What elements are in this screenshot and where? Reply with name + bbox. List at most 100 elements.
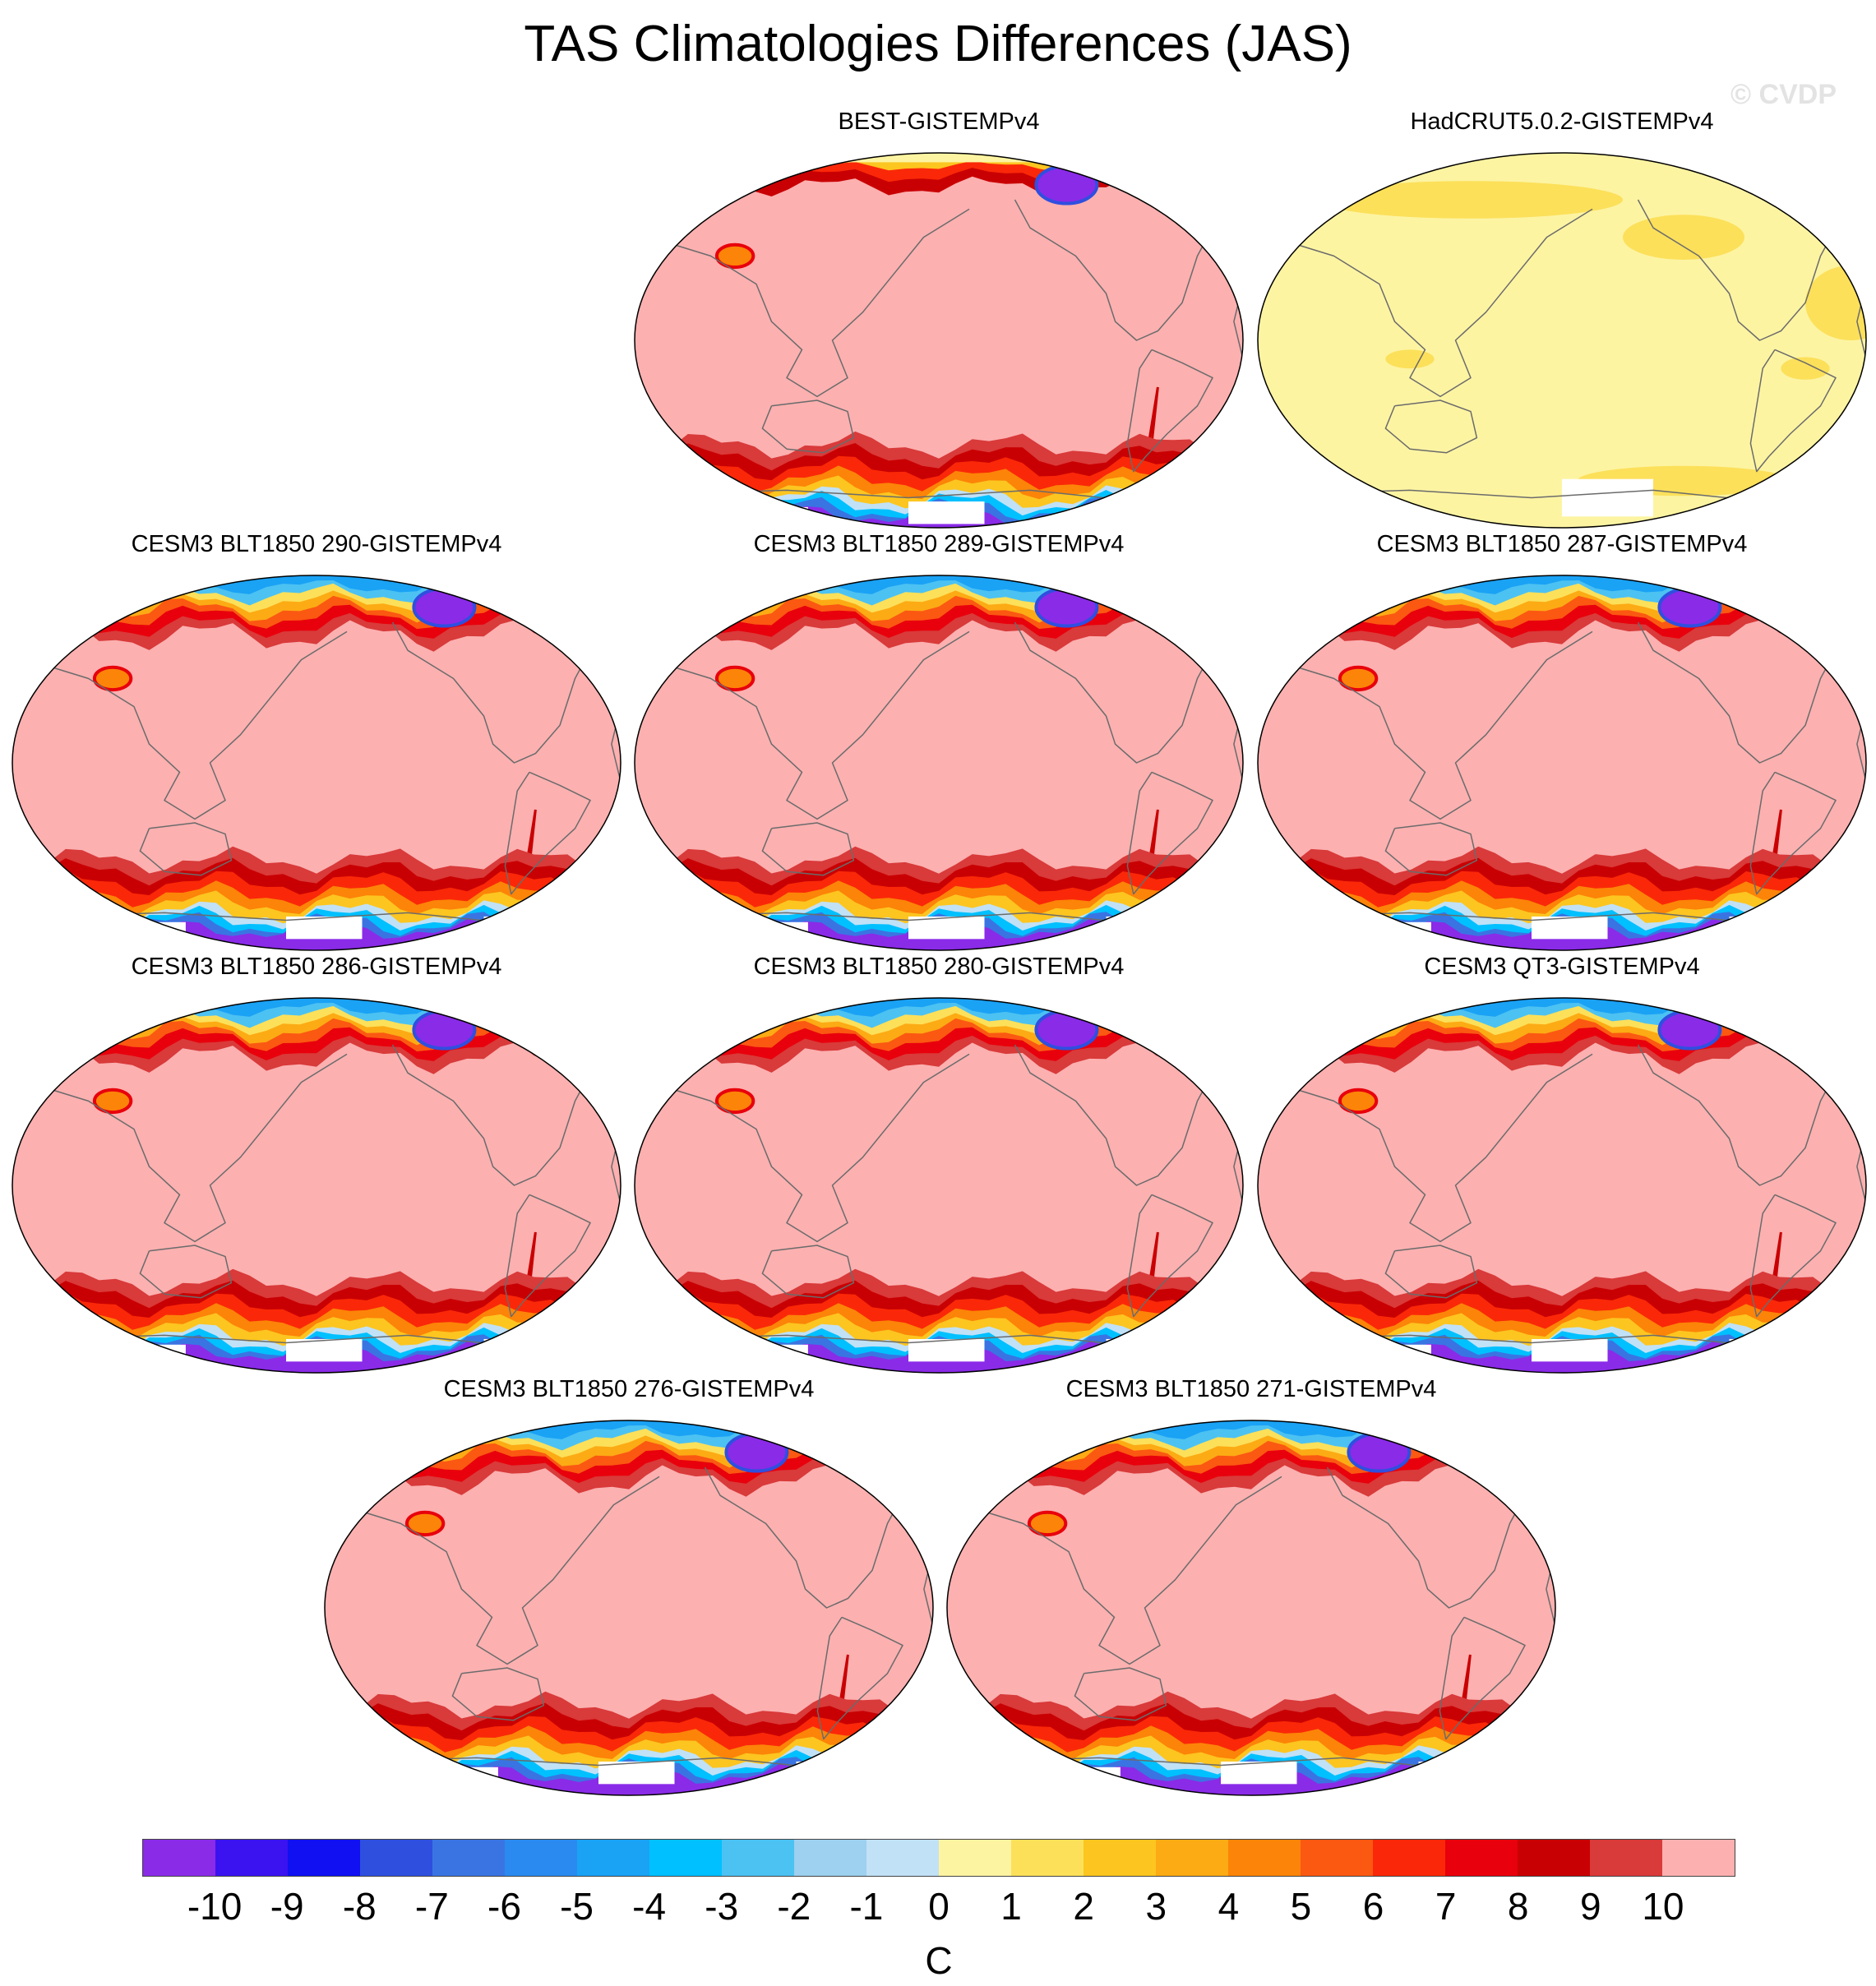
map-border: [12, 997, 621, 1374]
map-panel-9: [324, 1420, 934, 1796]
colorbar-box: [505, 1840, 577, 1876]
missing-data: [1729, 1338, 1836, 1358]
tibet-warm-spot: [92, 665, 133, 692]
tibet-warm-spot: [714, 1088, 755, 1115]
missing-data: [1221, 1761, 1297, 1785]
colorbar-box: [722, 1840, 794, 1876]
tibet-warm-spot: [1027, 1510, 1068, 1537]
panel-title: BEST-GISTEMPv4: [838, 109, 1040, 135]
colorbar-box: [939, 1840, 1011, 1876]
missing-data: [149, 1344, 186, 1356]
missing-data: [1106, 916, 1213, 935]
missing-data: [771, 506, 808, 519]
map-panel-2: [1257, 152, 1867, 529]
panel-title: CESM3 BLT1850 280-GISTEMPv4: [753, 954, 1125, 980]
colorbar-label: 8: [1507, 1885, 1529, 1928]
colorbar-box: [1590, 1840, 1662, 1876]
missing-data: [771, 1344, 808, 1356]
warm-patch: [1623, 215, 1744, 260]
missing-data: [1729, 916, 1836, 935]
panel-title: CESM3 BLT1850 287-GISTEMPv4: [1376, 531, 1748, 557]
colorbar-box: [866, 1840, 939, 1876]
colorbar-box: [577, 1840, 649, 1876]
colorbar-label: 0: [928, 1885, 950, 1928]
colorbar-label: 9: [1580, 1885, 1601, 1928]
missing-data: [1106, 1338, 1213, 1358]
colorbar-label: -5: [560, 1885, 594, 1928]
colorbar-label: -4: [632, 1885, 667, 1928]
missing-data: [286, 1338, 363, 1362]
map-panel-5: [1257, 575, 1867, 951]
colorbar-box: [1373, 1840, 1445, 1876]
colorbar-box: [1518, 1840, 1590, 1876]
map-border: [324, 1420, 934, 1796]
map-panel-7: [634, 997, 1244, 1374]
panel-title: HadCRUT5.0.2-GISTEMPv4: [1410, 109, 1714, 135]
colorbar-label: 1: [1000, 1885, 1022, 1928]
missing-data: [1532, 916, 1608, 940]
missing-data: [286, 916, 363, 940]
warm-patch: [1781, 357, 1830, 380]
map-border: [1257, 997, 1867, 1374]
missing-data: [1394, 921, 1431, 934]
colorbar-box: [432, 1840, 505, 1876]
colorbar-label: -7: [414, 1885, 449, 1928]
warm-patch: [1385, 349, 1435, 369]
colorbar-box: [288, 1840, 360, 1876]
missing-data: [771, 921, 808, 934]
map-border: [946, 1420, 1556, 1796]
greenland-cold-spot: [1034, 164, 1099, 206]
colorbar-label: 6: [1362, 1885, 1384, 1928]
colorbar: [142, 1839, 1735, 1877]
colorbar-label: -10: [187, 1885, 243, 1928]
colorbar-box: [1445, 1840, 1518, 1876]
panel-title: CESM3 BLT1850 271-GISTEMPv4: [1065, 1376, 1437, 1402]
map-border: [12, 575, 621, 951]
colorbar-label: -6: [487, 1885, 521, 1928]
tibet-warm-spot: [92, 1088, 133, 1115]
panel-title: CESM3 BLT1850 286-GISTEMPv4: [131, 954, 502, 980]
warm-patch: [1319, 181, 1623, 219]
missing-data: [483, 1338, 590, 1358]
warm-patch: [1805, 265, 1866, 340]
missing-data: [1106, 501, 1213, 520]
colorbar-box: [649, 1840, 722, 1876]
colorbar-box: [1228, 1840, 1301, 1876]
colorbar-label: -9: [270, 1885, 304, 1928]
panel-title: CESM3 BLT1850 276-GISTEMPv4: [443, 1376, 815, 1402]
colorbar-box: [1011, 1840, 1084, 1876]
colorbar-box: [143, 1840, 215, 1876]
map-panel-4: [634, 575, 1244, 951]
map-border: [1257, 575, 1867, 951]
greenland-cold-spot: [1034, 586, 1099, 628]
tibet-warm-spot: [1338, 665, 1379, 692]
map-border: [634, 575, 1244, 951]
greenland-cold-spot: [1034, 1009, 1099, 1051]
colorbar-label: -2: [777, 1885, 811, 1928]
colorbar-box: [1084, 1840, 1156, 1876]
page-title: TAS Climatologies Differences (JAS): [524, 16, 1352, 72]
missing-data: [461, 1767, 498, 1779]
colorbar-label: 7: [1435, 1885, 1457, 1928]
map-panel-6: [12, 997, 621, 1374]
greenland-cold-spot: [724, 1431, 789, 1473]
colorbar-label: 2: [1073, 1885, 1094, 1928]
missing-data: [1562, 478, 1653, 517]
map-panel-3: [12, 575, 621, 951]
missing-data: [908, 501, 985, 524]
colorbar-box: [794, 1840, 866, 1876]
missing-data: [1532, 1338, 1608, 1362]
colorbar-units: C: [925, 1939, 953, 1982]
watermark: © CVDP: [1730, 79, 1837, 110]
missing-data: [149, 921, 186, 934]
colorbar-label: 10: [1642, 1885, 1684, 1928]
missing-data: [1418, 1761, 1525, 1780]
colorbar-box: [1301, 1840, 1373, 1876]
panel-title: CESM3 BLT1850 289-GISTEMPv4: [753, 531, 1125, 557]
greenland-cold-spot: [412, 1009, 477, 1051]
greenland-cold-spot: [412, 586, 477, 628]
tibet-warm-spot: [714, 665, 755, 692]
missing-data: [483, 916, 590, 935]
tibet-warm-spot: [1338, 1088, 1379, 1115]
colorbar-box: [1156, 1840, 1228, 1876]
